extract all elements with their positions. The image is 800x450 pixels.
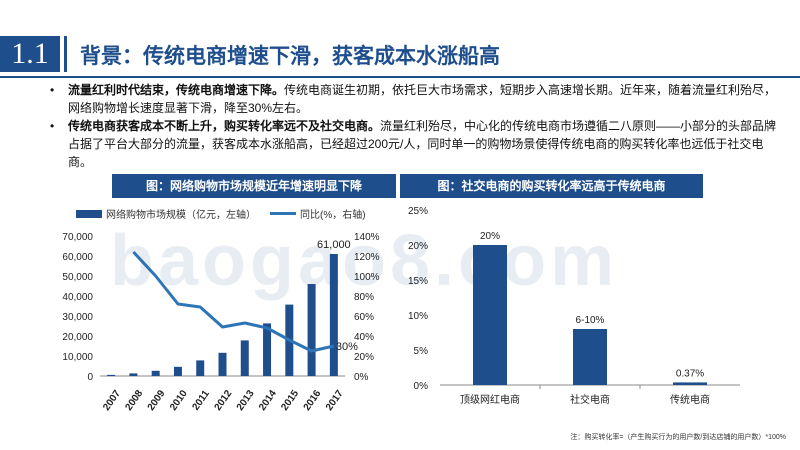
title-underline <box>0 76 800 78</box>
bar-market-size <box>196 360 205 376</box>
data-label-last-bar: 61,000 <box>317 239 351 251</box>
bullet-dot-icon: • <box>50 83 55 97</box>
x-tick-label: 社交电商 <box>570 393 610 406</box>
bar-market-size <box>129 373 138 376</box>
footnote: 注：购买转化率=（产生购买行为的用户数/到达店铺的用户数）*100% <box>570 434 786 441</box>
y-tick-label: 15% <box>408 276 428 287</box>
chart-right-title: 图：社交电商的购买转化率远高于传统电商 <box>400 174 703 198</box>
bullet-1-text: 传统电商诞生初期，依托巨大市场需求，短期步入高速增长期。近年来，随着流量红利殆尽… <box>68 83 777 115</box>
y-left-tick-label: 10,000 <box>62 352 93 363</box>
bar-conversion-rate <box>473 245 507 385</box>
y-tick-label: 5% <box>414 346 429 357</box>
bullet-2-text: 流量红利殆尽，中心化的传统电商市场遵循二八原则——小部分的头部品牌占据了平台大部… <box>68 119 777 169</box>
bar-market-size <box>263 323 272 376</box>
x-tick-label: 顶级网红电商 <box>460 393 520 406</box>
bullet-item-2: • 传统电商获客成本不断上升，购买转化率远不及社交电商。流量红利殆尽，中心化的传… <box>50 117 780 171</box>
section-number: 1.1 <box>0 36 60 72</box>
bullet-2-heading: 传统电商获客成本不断上升，购买转化率远不及社交电商。 <box>68 119 381 133</box>
legend-bar: 网络购物市场规模（亿元，左轴） <box>76 206 256 221</box>
y-left-tick-label: 70,000 <box>62 232 93 243</box>
bullet-list: • 流量红利时代结束，传统电商增速下降。传统电商诞生初期，依托巨大市场需求，短期… <box>50 81 780 171</box>
y-right-tick-label: 120% <box>354 252 380 263</box>
bullet-1-heading: 流量红利时代结束，传统电商增速下降。 <box>68 83 285 97</box>
data-label-last-point: 30% <box>336 341 358 353</box>
bar-market-size <box>307 284 316 376</box>
x-tick-label: 传统电商 <box>670 393 710 406</box>
bar-market-size <box>107 374 116 376</box>
legend-bar-label: 网络购物市场规模（亿元，左轴） <box>106 210 256 221</box>
y-right-tick-label: 0% <box>354 372 369 383</box>
y-right-tick-label: 40% <box>354 332 374 343</box>
series-line-yoy <box>132 250 335 353</box>
y-left-tick-label: 50,000 <box>62 272 93 283</box>
y-tick-label: 20% <box>408 241 428 252</box>
y-left-tick-label: 30,000 <box>62 312 93 323</box>
bar-conversion-rate <box>673 382 707 385</box>
y-right-tick-label: 140% <box>354 232 380 243</box>
page-title: 背景：传统电商增速下滑，获客成本水涨船高 <box>80 45 500 68</box>
y-left-tick-label: 40,000 <box>62 292 93 303</box>
data-label: 20% <box>480 231 500 242</box>
y-tick-label: 25% <box>408 206 428 217</box>
y-right-tick-label: 20% <box>354 352 374 363</box>
bullet-dot-icon: • <box>50 119 55 133</box>
bar-conversion-rate <box>573 329 607 385</box>
y-right-tick-label: 100% <box>354 272 380 283</box>
bar-market-size <box>240 340 249 376</box>
legend-bar-swatch <box>76 209 102 218</box>
bar-market-size <box>151 370 160 376</box>
header-divider <box>64 36 67 72</box>
legend-line: 同比(%，右轴) <box>270 206 366 221</box>
watermark-logo: baogao8.com <box>110 221 619 301</box>
y-right-tick-label: 80% <box>354 292 374 303</box>
y-left-tick-label: 20,000 <box>62 332 93 343</box>
y-tick-label: 10% <box>408 311 428 322</box>
bar-market-size <box>329 254 338 376</box>
bullet-item-1: • 流量红利时代结束，传统电商增速下降。传统电商诞生初期，依托巨大市场需求，短期… <box>50 81 780 117</box>
y-left-tick-label: 60,000 <box>62 252 93 263</box>
bar-market-size <box>218 352 227 376</box>
y-tick-label: 0% <box>414 381 429 392</box>
chart-left-title: 图：网络购物市场规模近年增速明显下降 <box>112 174 396 198</box>
y-left-tick-label: 0 <box>87 372 93 383</box>
data-label: 6-10% <box>576 315 605 326</box>
data-label: 0.37% <box>676 368 704 379</box>
legend-line-swatch <box>270 212 296 215</box>
bar-market-size <box>173 366 182 376</box>
legend-line-label: 同比(%，右轴) <box>300 210 366 221</box>
y-right-tick-label: 60% <box>354 312 374 323</box>
